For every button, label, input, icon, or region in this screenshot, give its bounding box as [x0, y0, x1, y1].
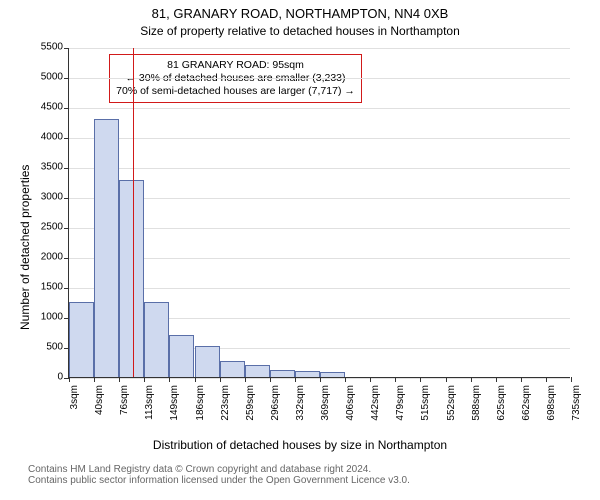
x-tick-mark [220, 377, 221, 382]
gridline-h [69, 48, 570, 49]
histogram-bar [320, 372, 345, 377]
annotation-line-1: 81 GRANARY ROAD: 95sqm [116, 59, 355, 72]
footer-line-2: Contains public sector information licen… [28, 475, 600, 486]
x-tick-mark [420, 377, 421, 382]
x-tick-mark [119, 377, 120, 382]
footer-line-1: Contains HM Land Registry data © Crown c… [28, 464, 600, 475]
histogram-bar [220, 361, 245, 377]
x-tick-mark [521, 377, 522, 382]
gridline-h [69, 168, 570, 169]
x-tick-label: 259sqm [245, 385, 256, 421]
y-tick-label: 3500 [41, 162, 69, 173]
y-tick-label: 3000 [41, 192, 69, 203]
x-tick-label: 3sqm [69, 385, 80, 409]
x-tick-label: 369sqm [320, 385, 331, 421]
x-tick-label: 186sqm [195, 385, 206, 421]
histogram-bar [270, 370, 295, 377]
x-tick-mark [94, 377, 95, 382]
histogram-bar [69, 302, 94, 377]
chart-container: 81, GRANARY ROAD, NORTHAMPTON, NN4 0XB S… [0, 0, 600, 500]
x-tick-mark [295, 377, 296, 382]
chart-subtitle: Size of property relative to detached ho… [0, 24, 600, 38]
x-tick-mark [69, 377, 70, 382]
annotation-line-3: 70% of semi-detached houses are larger (… [116, 85, 355, 98]
histogram-bar [94, 119, 119, 377]
x-tick-label: 662sqm [521, 385, 532, 421]
y-axis-label: Number of detached properties [18, 165, 32, 330]
x-tick-label: 588sqm [471, 385, 482, 421]
x-tick-mark [270, 377, 271, 382]
y-tick-label: 1500 [41, 282, 69, 293]
x-tick-mark [245, 377, 246, 382]
x-tick-label: 625sqm [496, 385, 507, 421]
gridline-h [69, 108, 570, 109]
x-tick-label: 332sqm [295, 385, 306, 421]
x-tick-mark [395, 377, 396, 382]
x-tick-mark [370, 377, 371, 382]
x-tick-label: 223sqm [220, 385, 231, 421]
histogram-bar [119, 180, 144, 377]
x-tick-label: 515sqm [420, 385, 431, 421]
x-tick-label: 406sqm [345, 385, 356, 421]
x-tick-label: 296sqm [270, 385, 281, 421]
histogram-bar [295, 371, 320, 377]
chart-title: 81, GRANARY ROAD, NORTHAMPTON, NN4 0XB [0, 6, 600, 21]
x-tick-mark [169, 377, 170, 382]
y-tick-label: 4000 [41, 132, 69, 143]
x-tick-label: 40sqm [94, 385, 105, 415]
histogram-bar [169, 335, 194, 377]
x-tick-mark [144, 377, 145, 382]
x-tick-label: 113sqm [144, 385, 155, 420]
footer-attribution: Contains HM Land Registry data © Crown c… [0, 464, 600, 486]
x-tick-label: 552sqm [446, 385, 457, 421]
x-tick-label: 479sqm [395, 385, 406, 421]
x-tick-label: 735sqm [571, 385, 582, 421]
y-tick-label: 2500 [41, 222, 69, 233]
y-tick-label: 5500 [41, 42, 69, 53]
y-tick-label: 5000 [41, 72, 69, 83]
reference-line [133, 48, 134, 377]
histogram-bar [195, 346, 220, 377]
y-tick-label: 2000 [41, 252, 69, 263]
x-tick-mark [195, 377, 196, 382]
x-tick-label: 442sqm [370, 385, 381, 421]
y-tick-label: 500 [46, 342, 69, 353]
histogram-bar [144, 302, 169, 377]
x-tick-mark [446, 377, 447, 382]
x-tick-label: 76sqm [119, 385, 130, 415]
plot-area: 81 GRANARY ROAD: 95sqm ← 30% of detached… [68, 48, 570, 378]
x-tick-mark [345, 377, 346, 382]
x-tick-mark [471, 377, 472, 382]
y-tick-label: 4500 [41, 102, 69, 113]
x-tick-mark [571, 377, 572, 382]
x-tick-mark [546, 377, 547, 382]
y-tick-label: 1000 [41, 312, 69, 323]
x-tick-mark [320, 377, 321, 382]
y-tick-label: 0 [57, 372, 69, 383]
x-tick-label: 149sqm [169, 385, 180, 421]
gridline-h [69, 78, 570, 79]
x-tick-mark [496, 377, 497, 382]
histogram-bar [245, 365, 270, 377]
x-axis-label: Distribution of detached houses by size … [0, 438, 600, 452]
x-tick-label: 698sqm [546, 385, 557, 421]
gridline-h [69, 138, 570, 139]
